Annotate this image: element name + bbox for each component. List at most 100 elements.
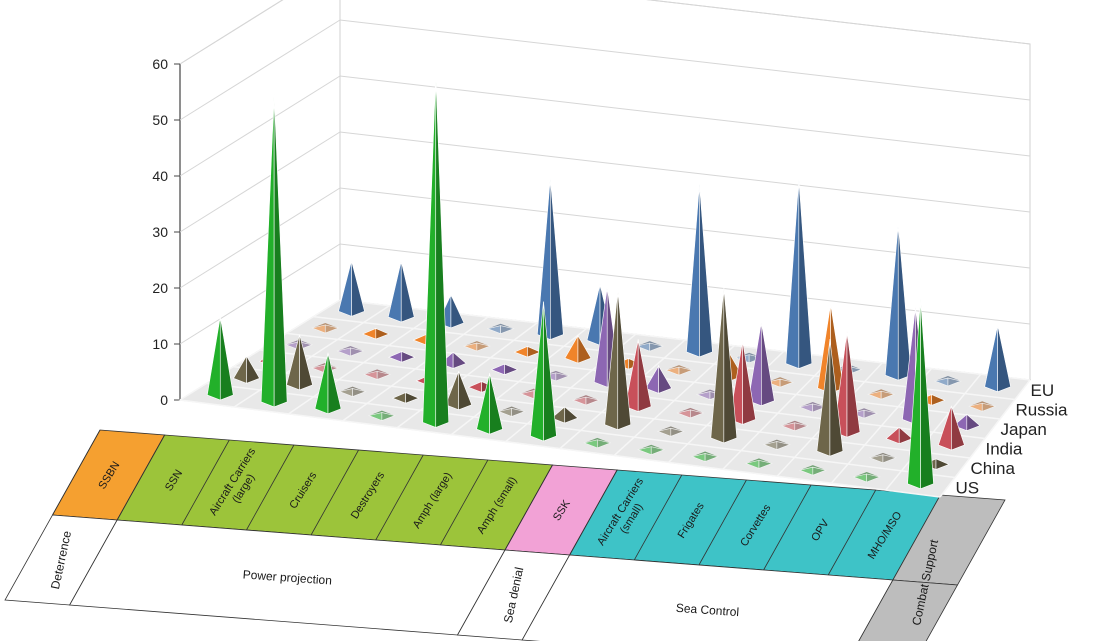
pyramid-face-right [543, 301, 557, 442]
category-divider [181, 439, 230, 526]
pyramid-face-right [951, 405, 965, 451]
pyramid-face-right [476, 342, 491, 352]
pyramid-japan-destroyers [490, 363, 519, 376]
pyramid-japan-corvettes [798, 401, 827, 413]
y-tick-label: 30 [152, 224, 168, 240]
series-label-eu: EU [1031, 381, 1055, 400]
pyramid-face-right [489, 373, 503, 435]
pyramid-india-aircraft-carriers-large- [363, 369, 392, 380]
category-group-cell [521, 554, 894, 641]
pyramid-eu-amph-small- [635, 341, 664, 352]
pyramid-eu-destroyers [537, 177, 564, 340]
pyramid-face-right [794, 422, 809, 432]
category-group-label: Sea Control [675, 601, 739, 619]
pyramid-us-cruisers [367, 410, 396, 421]
pyramid-face-right [758, 459, 773, 469]
series-label-india: India [986, 439, 1023, 458]
gridline [179, 19, 1031, 121]
y-tick-label: 40 [152, 168, 168, 184]
pyramid-face-right [401, 351, 416, 363]
pyramid-us-amph-small- [530, 301, 557, 442]
series-label-russia: Russia [1016, 400, 1069, 419]
pyramid-face-right [897, 223, 912, 381]
pyramid-face-right [649, 342, 664, 352]
pyramid-face-right [947, 377, 962, 387]
category-group-label: Power projection [242, 567, 332, 587]
pyramid-russia-destroyers [513, 346, 542, 358]
gridline [179, 75, 1031, 177]
pyramid-face-right [650, 446, 666, 456]
pyramid-eu-ssn [387, 260, 415, 323]
pyramid-china-corvettes [762, 439, 791, 450]
pyramid-eu-ssk [686, 183, 713, 358]
category-divider [698, 479, 747, 566]
pyramid-face-right [219, 316, 234, 401]
category-table: Deterrence Power projection Sea denial Sea … [4, 429, 1006, 641]
pyramid-china-aircraft-carriers-large- [338, 386, 367, 397]
pyramid-face-right [550, 177, 564, 340]
pyramid-us-ssk [583, 437, 612, 449]
pyramid-china-ssbn [233, 354, 260, 384]
pyramid-face-right [527, 346, 542, 358]
pyramid-russia-ssbn [311, 323, 340, 334]
pyramid-face-right [555, 372, 570, 382]
pyramid-russia-cruisers [462, 341, 491, 352]
pyramid-face-right [273, 93, 288, 408]
y-tick-label: 60 [152, 56, 168, 72]
pyramid-face-right [981, 402, 997, 412]
pyramid-face-right [798, 178, 813, 370]
pyramid-face-right [931, 394, 946, 406]
pyramid-face-right [511, 408, 526, 417]
pyramid-india-corvettes [780, 420, 809, 432]
pyramid-japan-aircraft-carriers-large- [387, 351, 416, 363]
pyramid-face-right [882, 454, 897, 464]
floor-line [179, 399, 941, 498]
pyramid-face-right [829, 339, 844, 457]
pyramid-china-ssk [604, 290, 632, 431]
pyramid-russia-frigates [766, 377, 795, 388]
pyramid-india-mho-mso [885, 426, 913, 445]
pyramid-china-mho-mso [868, 452, 897, 464]
pyramid-china-opv [816, 339, 844, 457]
pyramid-eu-opv [884, 223, 912, 381]
pyramid-japan-ssn [336, 345, 365, 357]
pyramid-face-right [920, 299, 934, 490]
pyramid-face-right [812, 466, 827, 476]
pyramid-face-right [863, 409, 879, 419]
pyramid-face-right [898, 426, 913, 445]
pyramid-us-combat-support [907, 299, 934, 490]
pyramid-china-aircraft-carriers-small- [656, 426, 685, 437]
pyramid-face-right [779, 378, 795, 388]
floor-line [233, 365, 971, 459]
category-divider [116, 434, 165, 521]
pyramid-face-right [327, 352, 342, 415]
pyramid-china-cruisers [391, 392, 420, 404]
pyramid-eu-cruisers [486, 323, 515, 335]
pyramid-marks [206, 75, 1011, 490]
pyramid-us-ssbn [206, 316, 234, 401]
pyramid-china-amph-large- [497, 406, 526, 417]
pyramid-face-right [935, 458, 950, 470]
pyramid-us-aircraft-carriers-large- [314, 352, 342, 415]
pyramid-face-right [376, 371, 392, 380]
pyramid-russia-ssk [664, 365, 694, 376]
pyramid-face-right [761, 322, 775, 407]
chart-walls [179, 0, 1031, 401]
pyramid-us-opv [798, 465, 827, 476]
category-divider [569, 469, 618, 556]
pyramid-face-right [504, 363, 519, 376]
pyramid-face-right [846, 331, 861, 438]
pyramid-china-ssn [286, 334, 313, 391]
pyramid-russia-combat-support [968, 401, 997, 412]
pyramid-face-right [699, 183, 713, 358]
pyramid-us-ssn [260, 93, 288, 408]
pyramid-face-right [324, 324, 340, 334]
series-label-japan: Japan [1001, 420, 1047, 439]
pyramid-india-aircraft-carriers-small- [676, 407, 705, 419]
pyramid-us-destroyers [422, 75, 450, 428]
pyramid-russia-ssn [362, 327, 390, 340]
pyramid-face-right [435, 75, 450, 428]
pyramid-us-aircraft-carriers-small- [637, 444, 666, 456]
